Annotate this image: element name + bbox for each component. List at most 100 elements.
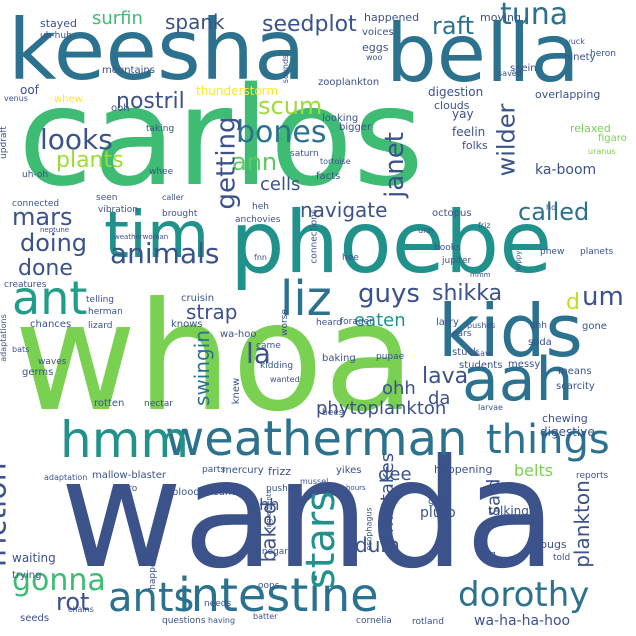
word-batter: batter	[253, 612, 278, 621]
word-creatures: creatures	[4, 280, 47, 290]
word-wilder: wilder	[492, 103, 521, 177]
word-bloodstream: bloodstream	[172, 487, 235, 498]
word-weatherman: weatherman	[165, 411, 468, 467]
word-stars: stars	[298, 490, 345, 590]
word-knows: knows	[171, 319, 203, 330]
word-parts: parts	[202, 465, 226, 475]
word-swingin: swingin	[189, 330, 214, 406]
word-larvae: larvae	[478, 403, 503, 412]
word-ninety: ninety	[564, 52, 596, 63]
word-dum: dum	[355, 533, 400, 557]
word-mussel: mussel	[300, 477, 329, 486]
word-um: um	[582, 282, 624, 312]
word-eggs: eggs	[362, 41, 389, 54]
word-ant: ant	[12, 271, 88, 325]
word-moving: moving	[480, 11, 521, 24]
word-wa-ha-ha-hoo: wa-ha-ha-hoo	[474, 613, 571, 629]
word-looking: looking	[322, 113, 359, 124]
word-zero: zero	[118, 484, 138, 494]
word-raft: raft	[432, 12, 475, 40]
word-d: d	[566, 290, 580, 315]
word-whew: whew	[54, 94, 83, 105]
word-stuck: stuck	[452, 347, 479, 358]
word-mmm: mmm	[470, 271, 491, 279]
word-vibration: vibration	[98, 205, 138, 215]
word-ahh: ahh	[530, 321, 547, 331]
word-seedplot: seedplot	[262, 12, 357, 37]
word-cruisin: cruisin	[181, 293, 215, 304]
word-liz: liz	[280, 271, 332, 327]
word-friction: friction	[0, 462, 14, 568]
word-bones: bones	[236, 115, 327, 150]
word-plankton: plankton	[569, 480, 594, 568]
word-tim: tim	[104, 199, 210, 273]
word-phoebe: phoebe	[230, 193, 553, 293]
word-friz: friz	[478, 221, 491, 230]
word-whoa: whoa	[14, 271, 416, 445]
word-herman: herman	[88, 307, 123, 317]
word-yay: yay	[452, 107, 474, 121]
word-heh: heh	[252, 202, 269, 212]
word-woo: woo	[366, 53, 383, 62]
word-wa-hoo: wa-hoo	[220, 329, 257, 340]
word-scum: scum	[258, 92, 323, 120]
word-janet: janet	[379, 132, 410, 198]
word-ohh: ohh	[382, 378, 416, 399]
word-ho: ho	[546, 203, 556, 212]
word-seeds: seeds	[20, 613, 50, 624]
word-aah: aah	[462, 345, 574, 415]
word-cornelia: cornelia	[356, 616, 392, 626]
word-yikes: yikes	[336, 465, 362, 476]
word-ears: ears	[452, 329, 472, 339]
word-worse: worse	[279, 309, 290, 336]
word-waiting: waiting	[12, 551, 56, 565]
word-plants: plants	[56, 148, 124, 173]
word-carlos: carlos	[18, 59, 424, 217]
word-kidding: kidding	[260, 361, 294, 371]
word-messy: messy	[508, 359, 541, 370]
word-bats: bats	[12, 345, 30, 354]
word-neptune: neptune	[40, 226, 70, 234]
word-mallow-blaster: mallow-blaster	[92, 470, 166, 481]
word-overlapping: overlapping	[535, 88, 601, 101]
word-spank: spank	[165, 10, 225, 34]
word-gonna: gonna	[12, 563, 106, 598]
word-planets: planets	[580, 247, 614, 257]
word-means: means	[558, 366, 592, 377]
word-zooplankton: zooplankton	[318, 77, 380, 88]
word-uh-huh: uh-huh	[40, 31, 72, 41]
word-germs: germs	[22, 367, 54, 378]
word-updraft: updraft	[0, 126, 9, 159]
word-nectar: nectar	[144, 399, 173, 409]
word-chewing: chewing	[542, 412, 588, 425]
word-strap: strap	[186, 300, 238, 324]
word-uh-oh: uh-oh	[22, 170, 49, 180]
word-larry: larry	[436, 317, 459, 328]
word-getting: getting	[211, 116, 242, 210]
word-digestion: digestion	[428, 85, 484, 99]
word-ants: ants	[108, 575, 195, 621]
word-dee: dee	[378, 464, 412, 485]
word-navigate: navigate	[300, 198, 388, 222]
word-questions: questions	[162, 616, 206, 626]
word-stayed: stayed	[40, 17, 78, 30]
word-vinegar: vinegar	[254, 547, 288, 557]
word-chances: chances	[30, 319, 72, 330]
word-seen: seen	[96, 193, 118, 203]
word-cells: cells	[260, 174, 301, 195]
word-rot: rot	[56, 588, 90, 616]
word-connected: connected	[12, 199, 60, 209]
word-phytoplankton: phytoplankton	[316, 398, 447, 419]
word-hoppy: hoppy	[514, 250, 523, 273]
word-sounds: sounds	[281, 54, 291, 84]
word-keesha: keesha	[8, 1, 306, 99]
word-hmm: hmm	[60, 411, 190, 469]
word-mercury: mercury	[222, 465, 264, 476]
word-facts: facts	[316, 171, 341, 182]
word-surfin: surfin	[92, 8, 143, 29]
word-happened: happened	[364, 11, 420, 24]
word-caller: caller	[162, 193, 184, 202]
word-tuna: tuna	[500, 0, 569, 32]
word-ingredients: ingredients	[265, 489, 274, 530]
